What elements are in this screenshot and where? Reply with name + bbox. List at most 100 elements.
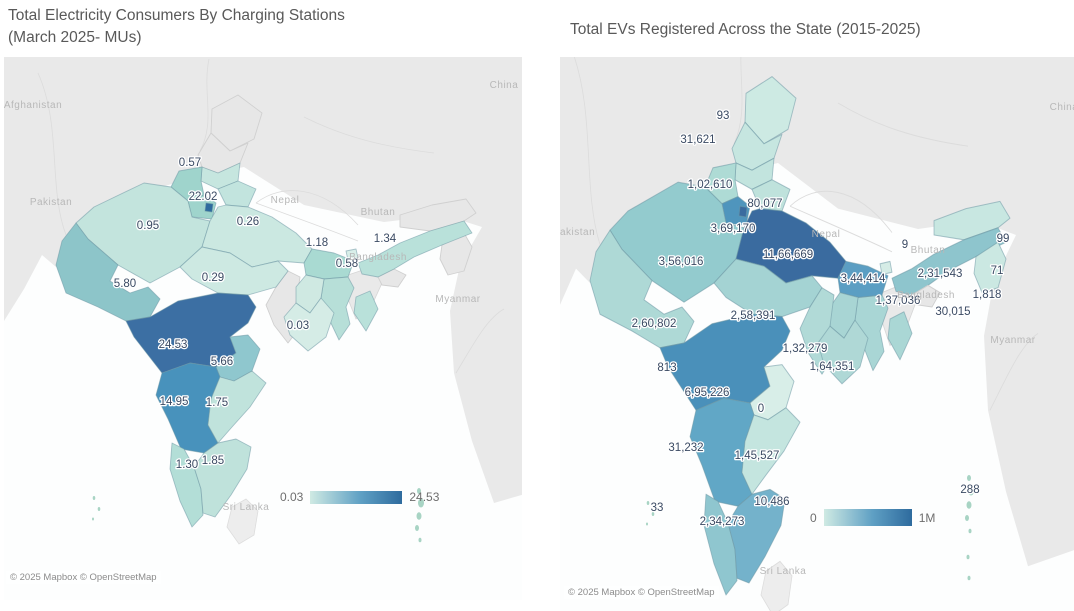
state-tamil-nadu[interactable] (193, 438, 252, 518)
right-chart-title: Total EVs Registered Across the State (2… (570, 21, 921, 38)
left-chart-title: Total Electricity Consumers By Charging … (8, 5, 345, 48)
value-label-lakshadweep-label: 33 (651, 502, 664, 514)
legend-max-label: 24.53 (409, 490, 440, 504)
value-label-rajasthan: 3,56,016 (659, 256, 704, 268)
right-color-legend: 0 1M (810, 509, 935, 526)
right-map-panel: 93 31,621 1,02,610 80,077 3,69,170 3,56,016 11… (560, 57, 1074, 611)
legend-max-label: 1M (918, 510, 936, 525)
country-label-afghanistan: Afghanistan (4, 100, 62, 111)
legend-min-label: 0 (810, 510, 817, 525)
state-andhra-pradesh[interactable] (741, 407, 801, 495)
value-label-andhra-pradesh: 1.75 (206, 397, 228, 409)
island-dot[interactable] (966, 501, 972, 509)
island-dot[interactable] (416, 512, 422, 520)
country-border-line (255, 202, 359, 242)
value-label-telangana: 5.66 (211, 356, 233, 368)
state-sikkim[interactable] (345, 248, 359, 261)
state-odisha[interactable] (283, 297, 335, 352)
country-label-nepal: Nepal (812, 229, 841, 240)
value-label-west-bengal: 0.58 (336, 258, 358, 270)
value-label-jammu-kashmir: 31,621 (680, 134, 715, 146)
value-label-rajasthan: 0.95 (137, 220, 159, 232)
island-dot[interactable] (967, 475, 971, 481)
island-dot[interactable] (418, 498, 424, 508)
value-label-kerala: 1.30 (176, 459, 198, 471)
island-dot[interactable] (418, 537, 422, 543)
value-label-manipur-label: 1,818 (973, 289, 1002, 301)
left-chart-title-line2: (March 2025- MUs) (8, 28, 142, 46)
island-dot[interactable] (651, 512, 655, 516)
country-border-line (837, 102, 969, 147)
state-tripura-mizoram[interactable] (353, 290, 379, 332)
state-kerala[interactable] (169, 442, 204, 528)
country-label-sri-lanka: Sri Lanka (760, 566, 807, 577)
left-color-legend: 0.03 24.53 (280, 490, 439, 504)
state-tamil-nadu[interactable] (727, 488, 786, 584)
country-label-pakistan: Pakistan (560, 227, 595, 238)
legend-min-label: 0.03 (280, 490, 304, 504)
state-nagaland-manipur[interactable] (973, 241, 1007, 294)
value-label-haryana: 3,69,170 (711, 223, 756, 235)
state-madhya-pradesh[interactable] (179, 246, 289, 296)
value-label-karnataka: 14.95 (160, 396, 189, 408)
state-gujarat[interactable] (589, 229, 695, 349)
value-label-tamil-nadu: 1.85 (202, 455, 224, 467)
country-label-bhutan: Bhutan (361, 207, 396, 218)
value-label-uttar-pradesh: 0.26 (237, 216, 259, 228)
value-label-maharashtra: 24.53 (159, 339, 188, 351)
legend-gradient-bar (310, 490, 403, 504)
state-andhra-pradesh[interactable] (207, 370, 267, 444)
state-gujarat[interactable] (55, 222, 161, 322)
island-dot[interactable] (92, 517, 94, 521)
island-dot[interactable] (646, 501, 650, 505)
country-border-line (789, 190, 893, 233)
country-border-line (733, 57, 743, 145)
country-border-line (37, 72, 67, 236)
country-border-line (573, 57, 601, 245)
state-sikkim[interactable] (879, 260, 893, 276)
state-uttarakhand[interactable] (217, 180, 257, 208)
value-label-gujarat: 5.80 (114, 278, 136, 290)
country-label-myanmar: Myanmar (990, 335, 1035, 346)
island-dot[interactable] (965, 515, 969, 521)
value-label-bihar: 3,44,414 (841, 273, 886, 285)
state-uttarakhand[interactable] (751, 179, 791, 212)
value-label-dadra-label: 813 (657, 362, 676, 374)
value-label-karnataka: 31,232 (668, 442, 703, 454)
island-dot[interactable] (97, 507, 101, 511)
state-delhi[interactable] (204, 202, 214, 213)
country-label-bangladesh: Bangladesh (349, 252, 407, 263)
island-dot[interactable] (92, 496, 96, 500)
island-dot[interactable] (966, 554, 970, 560)
value-label-gujarat: 2,60,802 (632, 318, 677, 330)
map-attribution[interactable]: © 2025 Mapbox © OpenStreetMap (564, 586, 719, 599)
island-dot[interactable] (967, 575, 971, 581)
island-dot[interactable] (968, 528, 972, 534)
island-dot[interactable] (417, 488, 421, 494)
island-dot[interactable] (646, 522, 648, 526)
island-dot[interactable] (415, 525, 419, 531)
map-attribution[interactable]: © 2025 Mapbox © OpenStreetMap (6, 571, 161, 584)
country-label-myanmar: Myanmar (435, 294, 480, 305)
value-label-tamil-nadu: 10,486 (754, 496, 789, 508)
state-odisha[interactable] (817, 319, 869, 385)
country-label-pakistan: Pakistan (30, 197, 72, 208)
state-tripura-mizoram[interactable] (887, 311, 913, 361)
value-label-odisha: 0.03 (287, 320, 309, 332)
neighboring-land (4, 57, 522, 503)
state-delhi[interactable] (738, 205, 748, 218)
left-chart-title-line1: Total Electricity Consumers By Charging … (8, 7, 345, 24)
left-map-canvas[interactable]: 0.57 22.02 0.95 0.26 1.18 1.34 0.58 0.29 5.80 0.0… (4, 57, 522, 600)
island-dot[interactable] (968, 486, 974, 496)
country-label-bangladesh: Bangladesh (897, 290, 955, 301)
india-basemap (560, 57, 1074, 611)
value-label-assam: 1.34 (374, 233, 397, 245)
value-label-delhi: 22.02 (189, 191, 218, 203)
value-label-west-bengal: 1,37,036 (876, 295, 921, 307)
state-kerala[interactable] (703, 493, 738, 596)
country-border-line (255, 190, 359, 226)
state-meghalaya[interactable] (911, 284, 941, 308)
state-assam[interactable] (357, 220, 473, 278)
value-label-himachal-pradesh: 0.57 (179, 157, 201, 169)
